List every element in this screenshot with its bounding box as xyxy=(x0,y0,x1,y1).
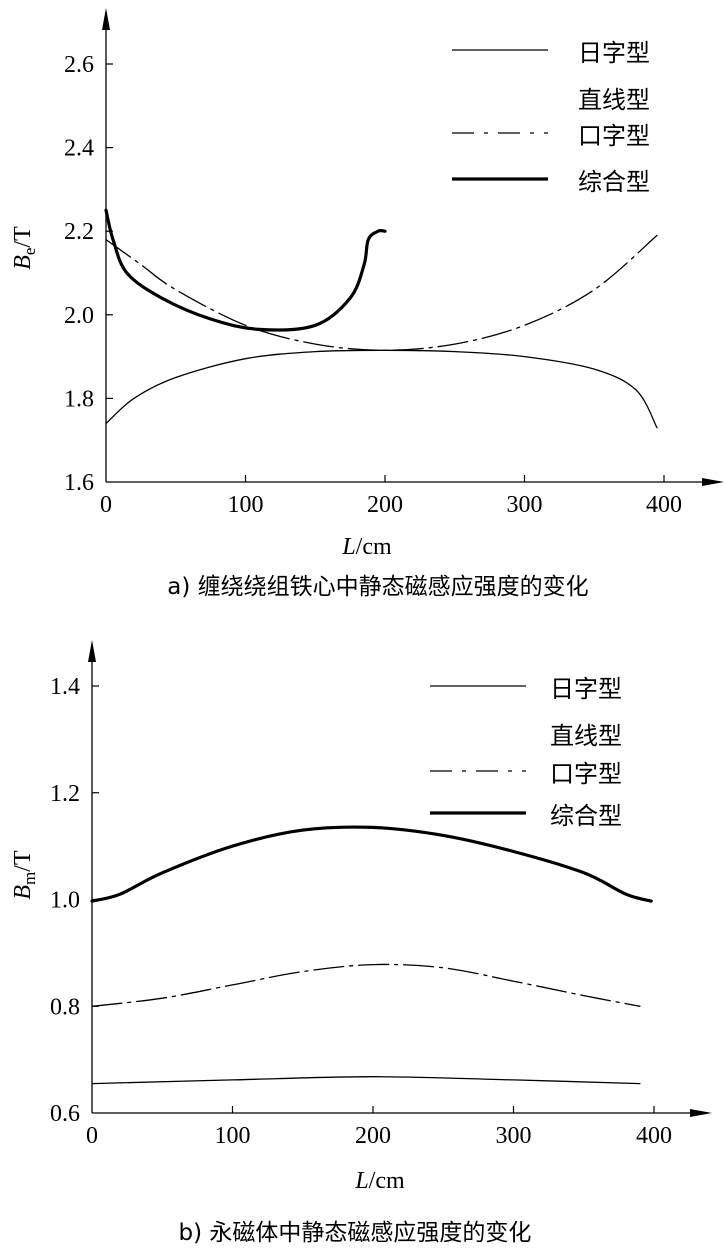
x-tick-label: 100 xyxy=(215,1123,251,1149)
chart-b-caption: b) 永磁体中静态磁感应强度的变化 xyxy=(179,1220,532,1246)
y-tick-label: 1.0 xyxy=(50,888,80,914)
y-tick-label: 0.8 xyxy=(50,994,80,1020)
x-tick-label: 200 xyxy=(367,492,403,518)
legend-label: 综合型 xyxy=(550,802,622,830)
y-tick-label: 1.2 xyxy=(50,781,80,807)
series-line-thick xyxy=(104,208,387,332)
y-tick-label: 1.8 xyxy=(64,386,94,412)
y-tick-label: 0.6 xyxy=(50,1101,80,1127)
chart-b-ticks: 0.6 0.8 1.0 1.2 1.4 0 100 200 300 400 xyxy=(50,674,672,1149)
y-tick-label: 2.6 xyxy=(64,52,94,78)
x-tick-label: 300 xyxy=(507,492,543,518)
y-tick-label: 2.2 xyxy=(64,219,94,245)
chart-a-x-axis-label: L/cm xyxy=(341,534,392,560)
x-tick-label: 100 xyxy=(228,492,264,518)
x-axis-arrow xyxy=(690,1109,712,1117)
y-axis-arrow xyxy=(88,640,96,662)
chart-b-y-axis-label: Bm/T xyxy=(10,850,39,900)
series-line-dashdot xyxy=(105,234,658,351)
x-tick-label: 200 xyxy=(355,1123,391,1149)
series-line-dashdot xyxy=(91,963,641,1007)
y-tick-label: 2.0 xyxy=(64,303,94,329)
chart-a-series xyxy=(104,208,658,429)
series-line-thick xyxy=(90,825,653,903)
x-tick-label: 0 xyxy=(86,1123,98,1149)
chart-b-series xyxy=(90,825,653,1085)
legend-label: 综合型 xyxy=(578,168,650,196)
chart-b-x-axis-label: L/cm xyxy=(354,1168,405,1194)
chart-a: 1.6 1.8 2.0 2.2 2.4 2.6 0 100 200 300 400 日字型直线型口字… xyxy=(10,8,724,600)
legend-label: 日字型 xyxy=(550,675,622,703)
series-line-thin xyxy=(91,1076,641,1085)
chart-a-caption: a) 缠绕绕组铁心中静态磁感应强度的变化 xyxy=(167,574,588,600)
y-tick-label: 1.4 xyxy=(50,674,80,700)
y-axis-arrow xyxy=(102,8,110,30)
x-axis-arrow xyxy=(702,478,724,486)
legend-label: 口字型 xyxy=(550,760,622,788)
x-tick-label: 300 xyxy=(496,1123,532,1149)
chart-b: 0.6 0.8 1.0 1.2 1.4 0 100 200 300 400 日字型直线型口字型综合… xyxy=(10,640,712,1246)
legend-label: 直线型 xyxy=(578,86,650,114)
legend-label: 直线型 xyxy=(550,722,622,750)
chart-a-y-axis-label: Be/T xyxy=(10,226,39,270)
chart-a-ticks: 1.6 1.8 2.0 2.2 2.4 2.6 0 100 200 300 400 xyxy=(64,52,682,518)
chart-a-axes xyxy=(102,8,724,486)
x-tick-label: 0 xyxy=(100,492,112,518)
y-tick-label: 2.4 xyxy=(64,136,94,162)
x-tick-label: 400 xyxy=(636,1123,672,1149)
y-tick-label: 1.6 xyxy=(64,470,94,496)
legend-label: 口字型 xyxy=(578,122,650,150)
series-line-thin xyxy=(105,349,658,429)
chart-b-axes xyxy=(88,640,712,1117)
legend-label: 日字型 xyxy=(578,39,650,67)
x-tick-label: 400 xyxy=(646,492,682,518)
